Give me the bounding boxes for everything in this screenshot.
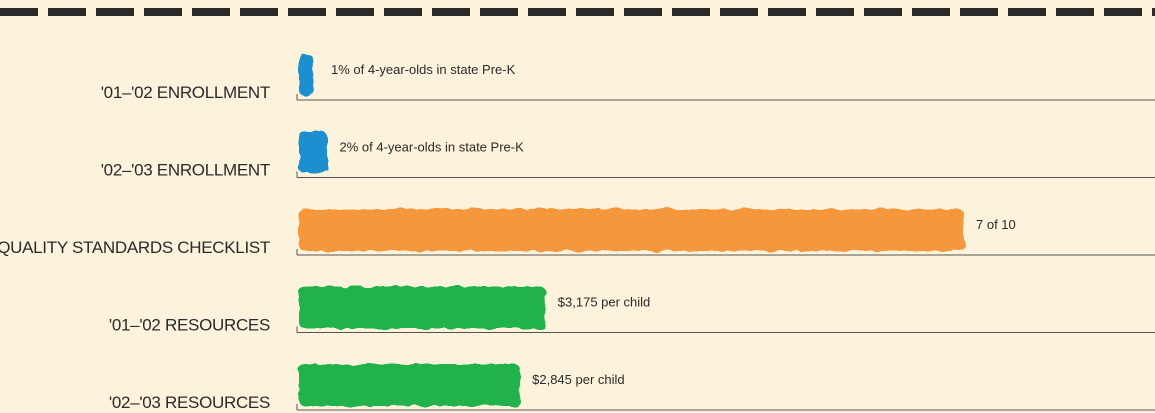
value-label: $3,175 per child xyxy=(558,295,651,310)
bar xyxy=(299,286,546,329)
value-label: 7 of 10 xyxy=(976,217,1016,232)
value-label: $2,845 per child xyxy=(532,372,625,387)
value-label: 2% of 4-year-olds in state Pre-K xyxy=(340,140,525,155)
category-label: '02–'03 ENROLLMENT xyxy=(101,161,270,180)
category-label: '01–'02 RESOURCES xyxy=(109,316,270,335)
category-label: '02–'03 RESOURCES xyxy=(109,393,270,412)
category-label: QUALITY STANDARDS CHECKLIST xyxy=(0,238,270,257)
bar xyxy=(299,364,521,406)
category-label: '01–'02 ENROLLMENT xyxy=(101,83,270,102)
bar xyxy=(299,209,964,251)
bar xyxy=(299,131,328,174)
value-label: 1% of 4-year-olds in state Pre-K xyxy=(331,62,516,77)
bar xyxy=(299,54,314,96)
